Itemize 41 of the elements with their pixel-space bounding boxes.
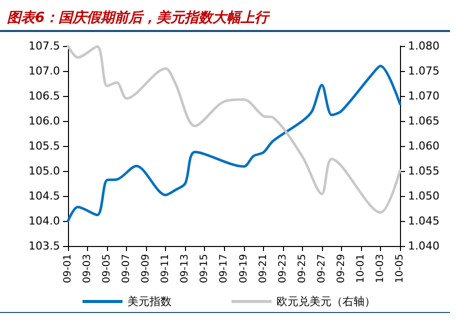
- chart-title: 图表6：国庆假期前后，美元指数大幅上行: [7, 9, 271, 26]
- legend-label: 欧元兑美元（右轴）: [276, 295, 376, 308]
- y2-tick-label: 1.055: [408, 164, 440, 178]
- y2-tick-label: 1.045: [408, 214, 440, 228]
- x-tick-label: 09-23: [277, 254, 288, 284]
- x-tick-label: 09-19: [238, 254, 250, 284]
- y-tick-label: 103.5: [28, 240, 60, 252]
- line-series: [66, 64, 402, 222]
- y-tick-label: 104.0: [28, 214, 60, 228]
- x-tick-label: 09-25: [296, 254, 308, 284]
- y-tick-label: 105.0: [28, 164, 60, 178]
- y2-tick-label: 1.075: [408, 64, 440, 78]
- y2-tick-label: 1.040: [408, 240, 440, 252]
- y-tick-label: 106.0: [28, 114, 60, 128]
- x-tick-label: 09-01: [62, 254, 74, 284]
- y2-tick-label: 1.050: [408, 190, 440, 202]
- y-tick-label: 107.5: [28, 40, 60, 52]
- x-tick-label: 09-13: [180, 254, 191, 284]
- y2-tick-label: 1.080: [408, 40, 440, 52]
- x-tick-label: 09-09: [140, 254, 152, 284]
- x-tick-label: 09-29: [336, 254, 347, 284]
- x-tick-label: 10-05: [394, 254, 406, 284]
- line-series: [66, 44, 402, 214]
- x-tick-label: 10-01: [355, 254, 366, 284]
- x-tick-label: 09-07: [121, 254, 132, 284]
- x-tick-label: 09-27: [316, 254, 328, 284]
- x-tick-label: 10-03: [374, 254, 386, 284]
- x-tick-label: 09-11: [160, 254, 172, 284]
- x-tick-label: 09-03: [82, 254, 94, 284]
- y-tick-label: 107.0: [28, 64, 60, 78]
- y2-tick-label: 1.060: [408, 140, 440, 152]
- y-tick-label: 105.5: [28, 140, 60, 152]
- x-tick-label: 09-15: [199, 254, 210, 284]
- x-tick-label: 09-05: [102, 254, 113, 284]
- y-tick-label: 106.5: [28, 90, 60, 102]
- x-tick-label: 09-21: [258, 254, 269, 284]
- legend-label: 美元指数: [128, 295, 172, 308]
- y-tick-label: 104.5: [28, 190, 60, 202]
- x-tick-label: 09-17: [218, 254, 230, 284]
- y2-tick-label: 1.070: [408, 90, 440, 102]
- y2-tick-label: 1.065: [408, 114, 440, 128]
